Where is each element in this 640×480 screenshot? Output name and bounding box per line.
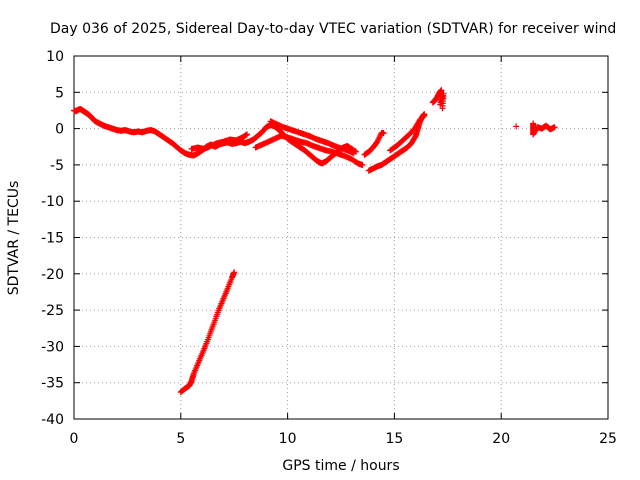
y-tick-label: -5 [50, 158, 64, 174]
y-tick-label: -25 [41, 303, 64, 319]
y-tick-label: 10 [46, 49, 64, 65]
x-tick-label: 0 [70, 431, 79, 447]
data-point [420, 113, 427, 120]
series-sdtvar-main [71, 106, 428, 174]
series-sdtvar-branch-2 [252, 132, 366, 168]
data-point [244, 131, 250, 138]
data-point [359, 161, 366, 168]
chart-grid [74, 56, 608, 419]
data-point [380, 130, 387, 136]
y-tick-label: -30 [41, 339, 64, 355]
series-sdtvar-low-segment [177, 269, 238, 396]
x-tick-label: 5 [176, 431, 185, 447]
y-axis-label: SDTVAR / TECUs [6, 181, 22, 296]
x-tick-label: 15 [385, 431, 403, 447]
x-tick-label: 25 [599, 431, 617, 447]
data-point [551, 124, 558, 131]
y-tick-label: 0 [55, 122, 64, 138]
series-sdtvar-late [429, 87, 558, 138]
series-sdtvar-branch-5 [387, 112, 428, 154]
y-tick-label: -20 [41, 267, 64, 283]
series-sdtvar-branch-3 [267, 118, 357, 157]
data-point [421, 112, 428, 119]
x-tick-label: 10 [279, 431, 297, 447]
data-points [71, 87, 558, 396]
x-tick-label: 20 [492, 431, 510, 447]
series-sdtvar-branch-1 [188, 131, 250, 152]
data-point [231, 269, 238, 276]
y-tick-label: -10 [41, 194, 64, 210]
data-point [513, 123, 520, 130]
axis-ticks: 0 5 10 15 20 25 10 5 0 -5 -10 -15 -20 -25 -30 -35 -40 [41, 49, 617, 447]
data-point [439, 105, 446, 112]
x-axis-label: GPS time / hours [282, 458, 399, 474]
series-sdtvar-branch-4 [361, 130, 387, 158]
chart-title: Day 036 of 2025, Sidereal Day-to-day VTE… [50, 21, 616, 37]
y-tick-label: -40 [41, 412, 64, 428]
y-tick-label: -35 [41, 376, 64, 392]
y-tick-label: 5 [55, 85, 64, 101]
y-tick-label: -15 [41, 231, 64, 247]
data-point [350, 150, 357, 157]
